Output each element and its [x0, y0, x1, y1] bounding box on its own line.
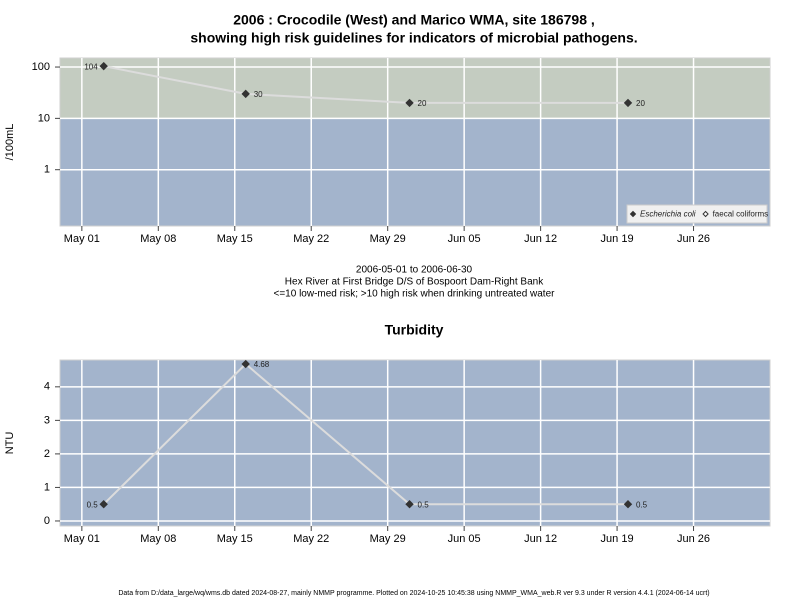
x-tick-label: May 01: [64, 533, 100, 545]
note: Hex River at First Bridge D/S of Bospoor…: [285, 277, 544, 288]
x-tick-label: Jun 26: [677, 533, 710, 545]
x-tick-label: May 22: [293, 533, 329, 545]
chart-title: 2006 : Crocodile (West) and Marico WMA, …: [233, 12, 595, 28]
high-risk-zone: [60, 58, 770, 119]
y-tick-label: 1: [44, 164, 50, 176]
data-point: [405, 98, 414, 108]
x-tick-label: Jun 12: [524, 233, 557, 245]
series-line: [103, 65, 628, 104]
x-tick-label: May 08: [140, 233, 176, 245]
data-point: [623, 98, 633, 108]
data-label: 0.5: [87, 500, 99, 509]
y-tick-label: 100: [32, 61, 50, 73]
x-tick-label: Jun 12: [524, 533, 557, 545]
data-label: 0.5: [636, 500, 648, 509]
note: 2006-05-01 to 2006-06-30: [356, 265, 473, 276]
x-tick-label: Jun 19: [601, 533, 634, 545]
y-tick-label: 2: [44, 448, 50, 460]
x-tick-label: Jun 05: [448, 233, 481, 245]
data-label: 4.68: [254, 360, 270, 369]
data-label: 30: [254, 90, 263, 99]
x-tick-label: May 15: [217, 533, 253, 545]
data-label: 20: [636, 99, 645, 108]
x-tick-label: Jun 05: [448, 533, 481, 545]
legend-box: [626, 204, 768, 224]
data-point: [99, 61, 108, 71]
series-line: [102, 362, 628, 506]
data-label: 104: [84, 62, 98, 71]
data-label: 0.5: [418, 500, 430, 509]
x-tick-label: May 08: [140, 533, 176, 545]
legend-label: faecal coliforms: [713, 210, 769, 219]
data-point: [241, 89, 250, 99]
y-tick-label: 0: [44, 515, 50, 527]
y-tick-label: 3: [44, 414, 50, 426]
x-tick-label: May 01: [64, 233, 100, 245]
legend-label: Escherichia coli: [640, 210, 696, 219]
x-tick-label: Jun 26: [677, 233, 710, 245]
plot-frame: [59, 57, 771, 227]
y-tick-label: 4: [44, 381, 50, 393]
note: <=10 low-med risk; >10 high risk when dr…: [274, 289, 556, 300]
chart-title: showing high risk guidelines for indicat…: [190, 30, 637, 46]
chart-title: Turbidity: [385, 322, 444, 338]
data-point: [99, 499, 108, 509]
x-tick-label: Jun 19: [601, 233, 634, 245]
data-point: [241, 359, 250, 369]
data-label: 20: [418, 99, 427, 108]
data-point: [623, 499, 633, 509]
legend-marker: [629, 210, 637, 218]
legend-marker: [702, 210, 709, 218]
y-tick-label: 10: [38, 112, 50, 124]
plot-frame: [59, 359, 771, 527]
footer: Data from D:/data_large/wq/wms.db dated …: [118, 590, 709, 597]
x-tick-label: May 29: [370, 233, 406, 245]
y-axis-label: /100mL: [4, 124, 16, 161]
legend: Escherichia coli faecal coliforms: [626, 204, 769, 224]
x-tick-label: May 22: [293, 233, 329, 245]
y-axis-label: NTU: [4, 432, 16, 455]
y-tick-label: 1: [44, 481, 50, 493]
plot-background: [60, 360, 770, 526]
x-tick-label: May 29: [370, 533, 406, 545]
x-tick-label: May 15: [217, 233, 253, 245]
data-point: [405, 499, 414, 509]
